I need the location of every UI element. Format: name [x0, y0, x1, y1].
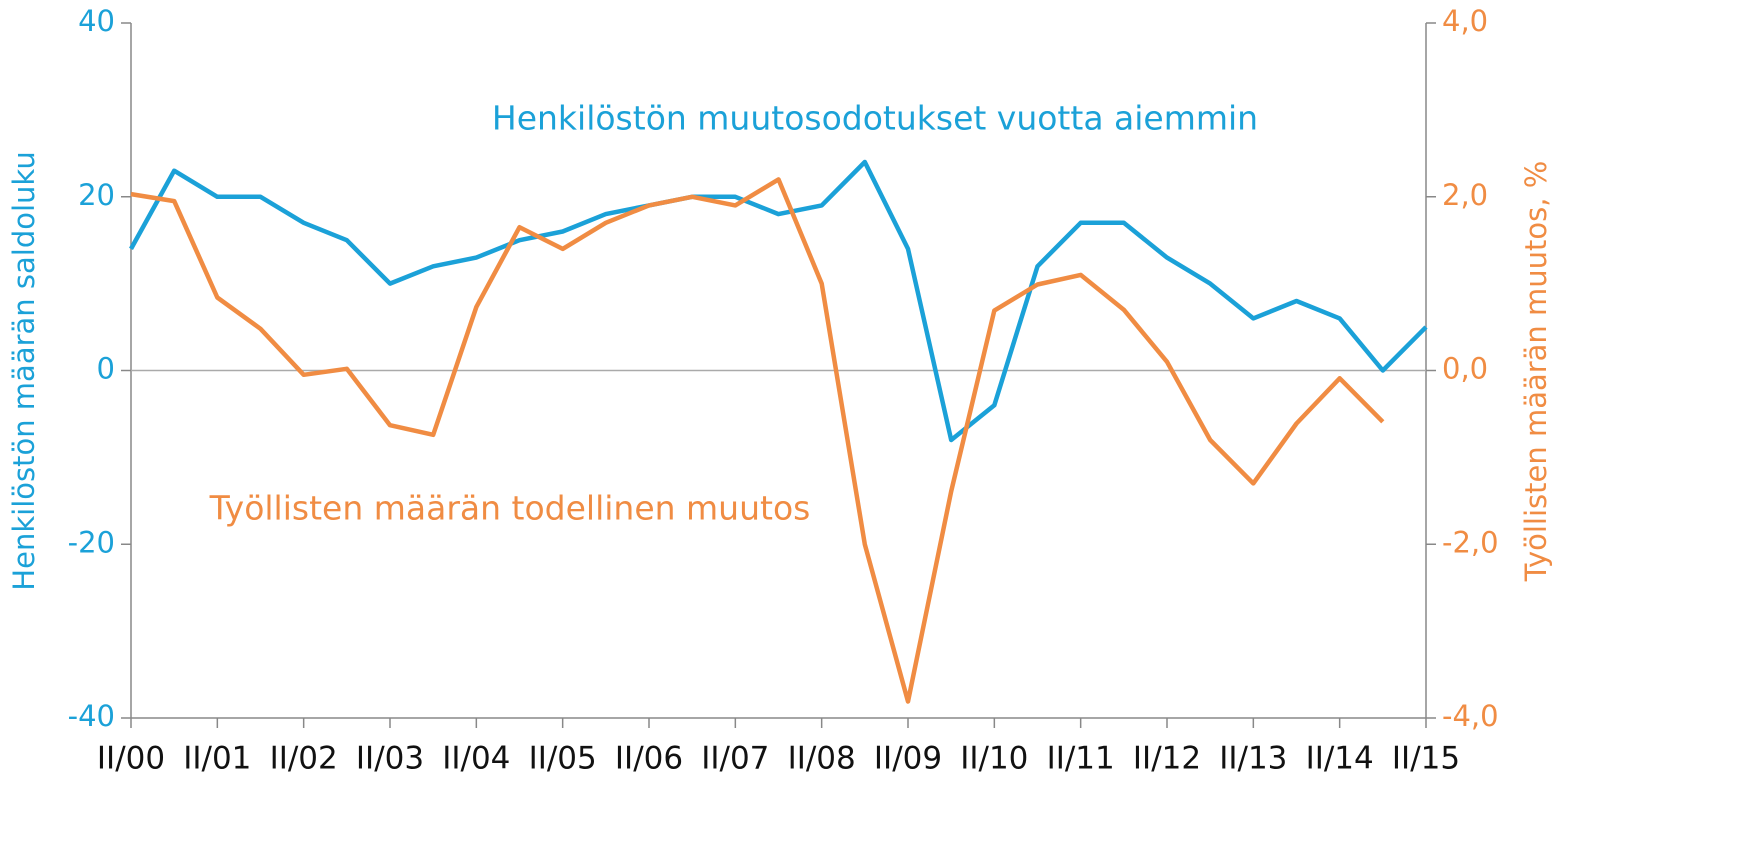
- x-tick-label: II/13: [1219, 741, 1287, 777]
- x-tick-label: II/01: [183, 741, 251, 777]
- annotation: Työllisten määrän todellinen muutos: [209, 489, 811, 528]
- y2-tick-label: 2,0: [1442, 178, 1488, 212]
- x-tick-label: II/09: [874, 741, 942, 777]
- x-tick-label: II/00: [97, 741, 165, 777]
- x-tick-label: II/04: [442, 741, 510, 777]
- y-tick-label: 0: [97, 352, 115, 386]
- y2-axis-label: Työllisten määrän muutos, %: [1519, 161, 1553, 583]
- x-tick-label: II/07: [701, 741, 769, 777]
- y-tick-label: 20: [78, 178, 115, 212]
- x-tick-label: II/12: [1133, 741, 1201, 777]
- x-tick-label: II/03: [356, 741, 424, 777]
- x-tick-label: II/08: [788, 741, 856, 777]
- series-line: [130, 177, 1385, 704]
- x-tick-label: II/06: [615, 741, 683, 777]
- y2-tick-label: -2,0: [1442, 525, 1499, 559]
- annotation: Henkilöstön muutosodotukset vuotta aiemm…: [492, 99, 1258, 138]
- y2-tick-label: -4,0: [1442, 699, 1499, 733]
- x-tick-label: II/11: [1047, 741, 1115, 777]
- y-tick-label: -20: [68, 525, 115, 559]
- y2-tick-label: 4,0: [1442, 4, 1488, 38]
- x-tick-label: II/05: [529, 741, 597, 777]
- y-tick-label: -40: [68, 699, 115, 733]
- x-tick-label: II/15: [1392, 741, 1460, 777]
- y2-tick-label: 0,0: [1442, 352, 1488, 386]
- x-tick-label: II/02: [270, 741, 338, 777]
- y-axis-label: Henkilöstön määrän saldoluku: [7, 151, 41, 590]
- x-tick-label: II/10: [960, 741, 1028, 777]
- x-tick-label: II/14: [1306, 741, 1374, 777]
- y-tick-label: 40: [78, 4, 115, 38]
- series-line: [129, 159, 1428, 443]
